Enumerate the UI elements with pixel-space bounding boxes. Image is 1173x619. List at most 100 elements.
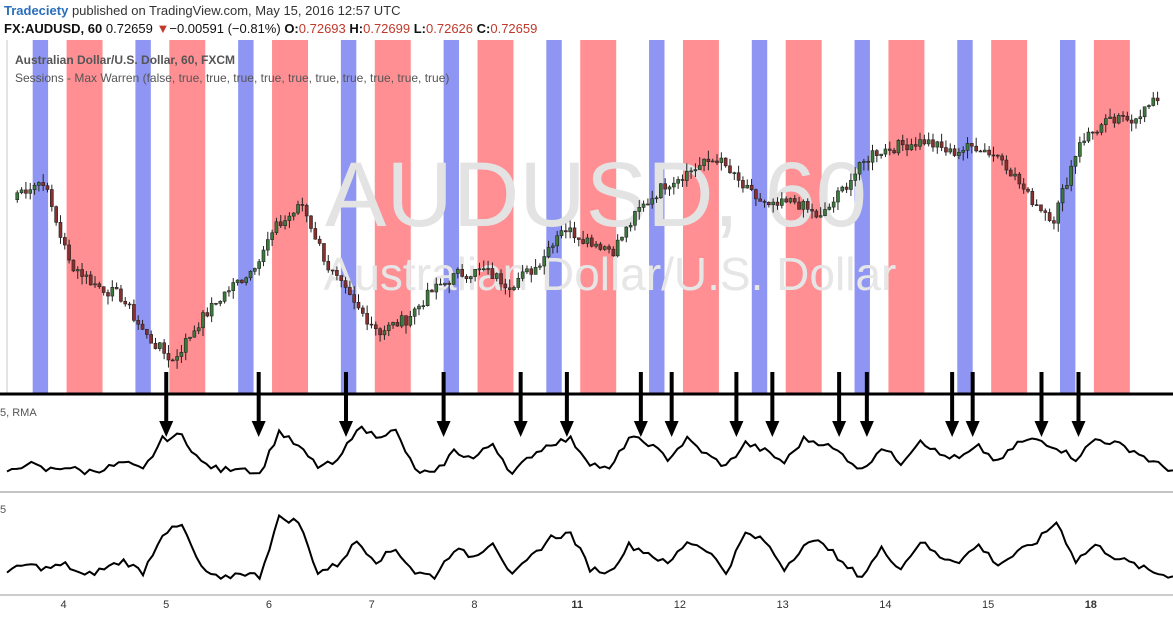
- candle: [1155, 91, 1160, 106]
- candle: [818, 207, 823, 218]
- candle: [1060, 184, 1065, 212]
- candle: [62, 232, 67, 250]
- candle: [322, 243, 326, 266]
- candle: [101, 286, 106, 296]
- candle: [546, 240, 551, 259]
- high-label: H:: [349, 21, 364, 36]
- candle: [827, 203, 832, 211]
- candle: [551, 242, 555, 254]
- candle: [248, 270, 253, 281]
- candle: [175, 349, 179, 369]
- candle: [45, 182, 50, 193]
- candle: [615, 234, 620, 258]
- candle: [19, 187, 24, 195]
- candle: [663, 178, 667, 195]
- candle: [399, 311, 404, 329]
- candle: [149, 330, 153, 344]
- candle: [201, 309, 205, 336]
- candle: [831, 196, 836, 213]
- ind2-pane-label: 5: [0, 504, 6, 516]
- asia-session-band: [443, 40, 460, 394]
- candle: [67, 239, 71, 264]
- candle: [188, 336, 192, 342]
- candle: [589, 234, 594, 248]
- candle: [637, 200, 642, 220]
- candle: [425, 282, 430, 307]
- candle: [870, 144, 875, 171]
- down-arrow-icon: [513, 372, 528, 437]
- price-change: −0.00591 (−0.81%): [169, 21, 281, 36]
- indicator-legend: Sessions - Max Warren (false, true, true…: [15, 71, 449, 85]
- candle: [218, 300, 223, 307]
- candle: [1017, 172, 1022, 189]
- x-tick-label: 8: [471, 599, 477, 611]
- candle: [633, 210, 637, 231]
- london-session-band: [1093, 40, 1130, 394]
- asia-session-band: [546, 40, 562, 394]
- price-chart[interactable]: AUDUSD, 60 Australian Dollar/U.S. Dollar…: [0, 40, 1173, 619]
- candle: [939, 133, 944, 152]
- candle: [913, 137, 918, 151]
- candle: [438, 278, 443, 286]
- candle: [205, 307, 210, 318]
- candle: [581, 230, 585, 245]
- watermark-symbol: AUDUSD, 60: [325, 144, 867, 246]
- close-value: 0.72659: [490, 21, 538, 36]
- candle: [136, 315, 141, 330]
- candle: [261, 246, 266, 267]
- time-axis: 4 5 6 7 8 11 12 13 14 15 18: [60, 599, 1097, 611]
- down-arrow-icon: [559, 372, 574, 437]
- candle: [317, 235, 322, 246]
- candle: [481, 260, 486, 272]
- candle: [378, 327, 382, 342]
- candle: [240, 279, 244, 284]
- candle: [192, 325, 197, 338]
- x-tick-label: 7: [369, 599, 375, 611]
- candle: [853, 167, 858, 187]
- candle: [313, 221, 318, 240]
- candle: [805, 198, 810, 213]
- candle: [659, 183, 663, 199]
- candle: [900, 134, 905, 151]
- candle: [1082, 133, 1086, 146]
- candle: [430, 288, 434, 293]
- candle: [421, 300, 426, 310]
- candle: [183, 333, 188, 361]
- candle: [1086, 127, 1091, 143]
- candle: [1026, 187, 1030, 194]
- candle: [857, 161, 862, 181]
- indicator-line: [6, 513, 1173, 581]
- candle: [106, 289, 110, 305]
- candle: [706, 150, 711, 171]
- candle: [512, 285, 516, 292]
- candle: [244, 276, 249, 286]
- candle: [1047, 208, 1052, 223]
- open-value: 0.72693: [298, 21, 346, 36]
- candle: [995, 154, 1000, 159]
- candle: [71, 259, 76, 273]
- candle: [145, 328, 149, 339]
- published-text: published on TradingView.com, May 15, 20…: [71, 3, 401, 18]
- candle: [170, 358, 175, 362]
- candle: [952, 144, 957, 158]
- candle: [1103, 114, 1108, 133]
- candle: [935, 140, 940, 154]
- asia-session-band: [340, 40, 357, 394]
- candle: [1134, 117, 1138, 129]
- candle: [931, 133, 935, 152]
- candle: [58, 215, 63, 244]
- london-session-band: [66, 40, 103, 394]
- brand-link[interactable]: Tradeciety: [4, 3, 69, 18]
- candle: [974, 137, 978, 153]
- candle: [892, 147, 896, 155]
- candle: [896, 139, 901, 156]
- candle: [469, 275, 473, 284]
- arrow-annotations: [159, 372, 1086, 437]
- candle: [732, 171, 737, 181]
- candle: [641, 200, 646, 212]
- rma-line: [6, 425, 1173, 476]
- down-arrow-icon: [965, 372, 980, 437]
- candle: [270, 229, 274, 246]
- candle: [1052, 216, 1056, 230]
- candle: [844, 182, 849, 194]
